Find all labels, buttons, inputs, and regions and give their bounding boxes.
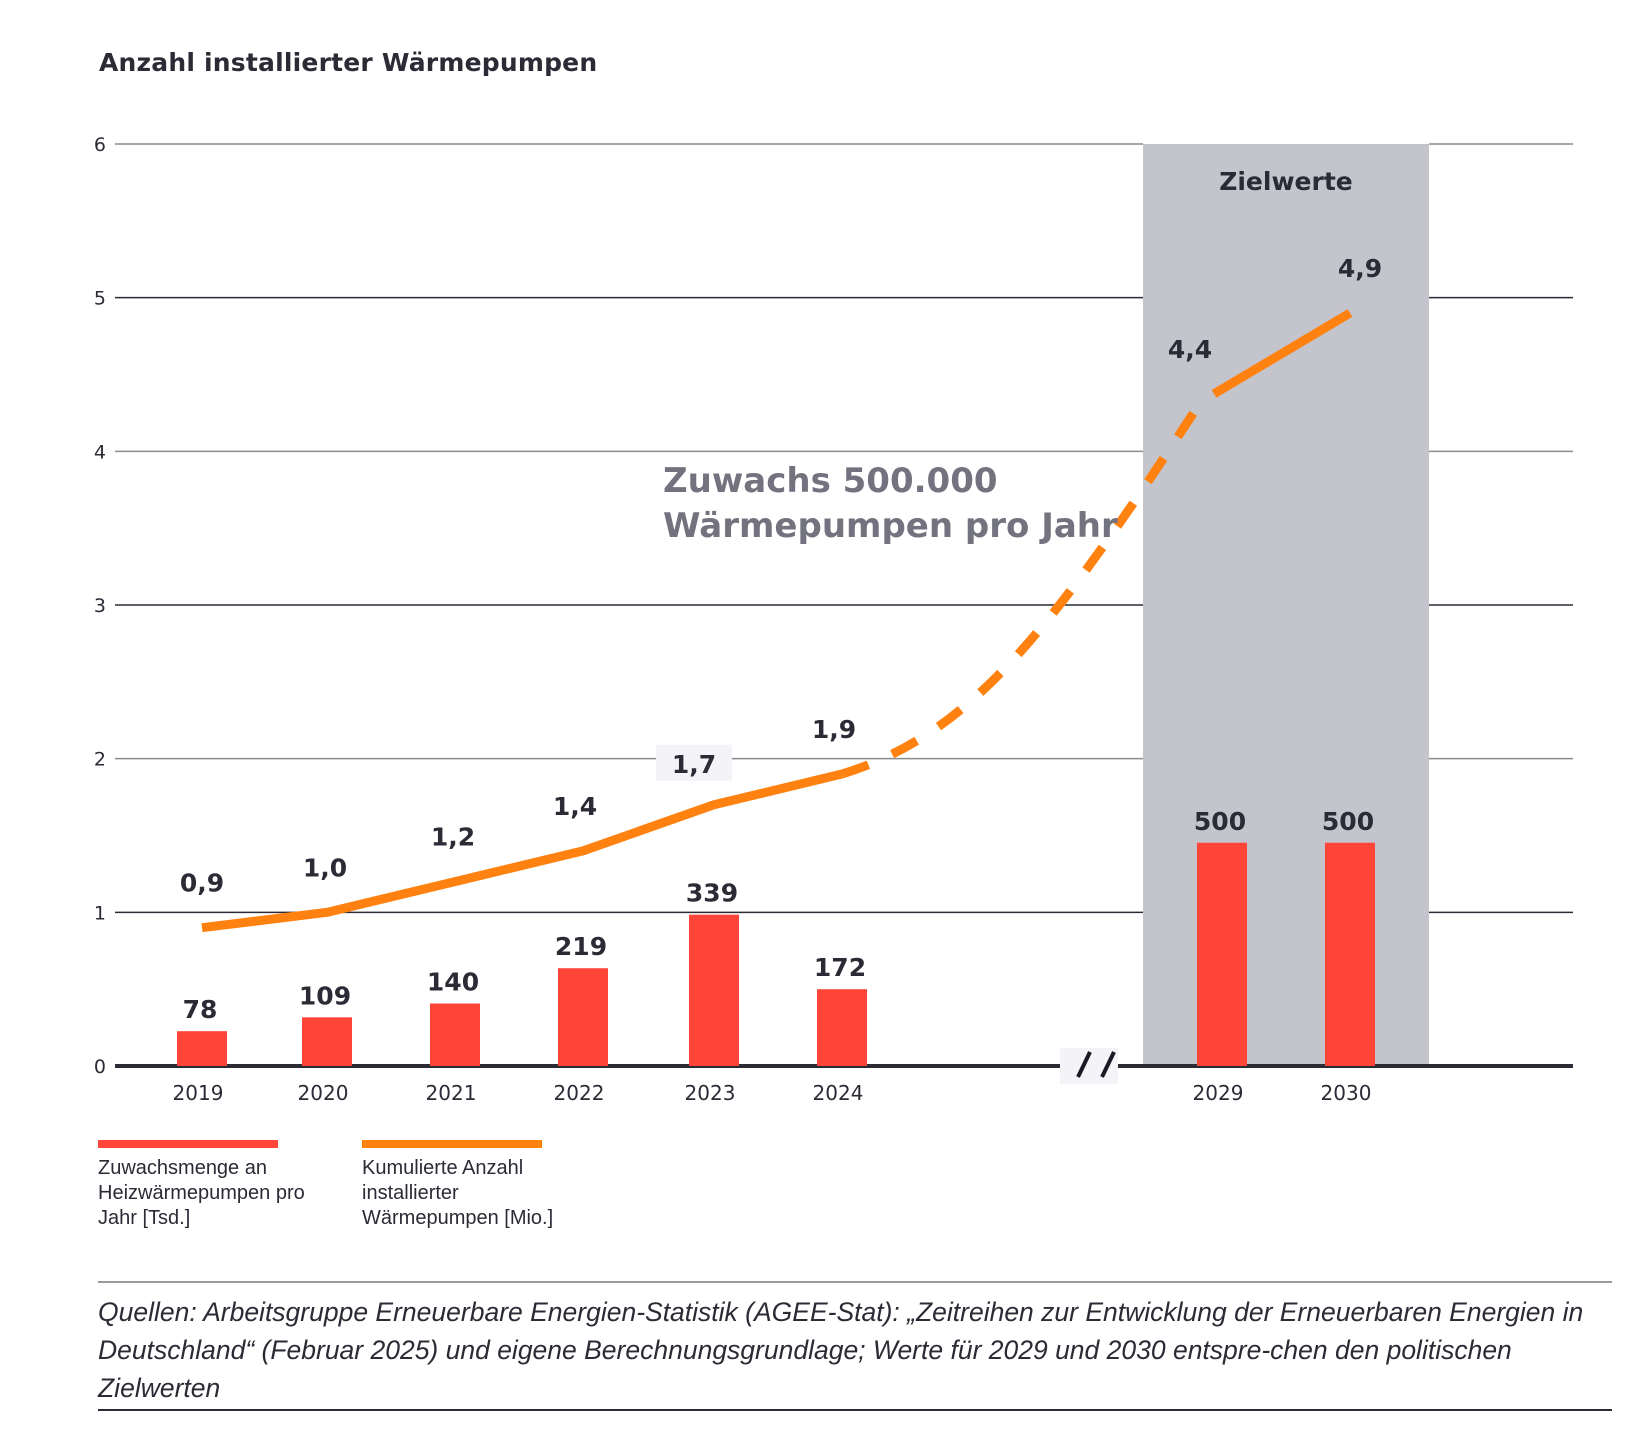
y-tick-label: 4 — [94, 441, 106, 463]
x-tick-label: 2020 — [298, 1081, 349, 1105]
line-value-label: 0,9 — [180, 869, 224, 898]
bar-value-label: 500 — [1194, 807, 1246, 836]
bar-2023 — [689, 914, 739, 1066]
y-tick-label: 0 — [94, 1056, 106, 1078]
x-tick-label: 2024 — [813, 1081, 864, 1105]
line-segment-projection — [840, 397, 1206, 779]
annotation-line-1: Zuwachs 500.000 — [663, 461, 998, 501]
annotation-line-2: Wärmepumpen pro Jahr — [663, 506, 1118, 546]
bar-2020 — [302, 1017, 352, 1066]
line-value-label: 1,4 — [553, 792, 597, 821]
bars-layer — [177, 842, 1375, 1066]
axis-break-icon — [1100, 1051, 1116, 1078]
source-note: Quellen: Arbeitsgruppe Erneuerbare Energ… — [98, 1281, 1612, 1411]
bar-2021 — [430, 1003, 480, 1066]
line-value-label: 4,4 — [1168, 335, 1212, 364]
y-tick-label: 5 — [94, 288, 106, 310]
chart-area: Zielwerte 0 1 2 3 4 5 6 78 109 140 219 339 172 500 500 2… — [94, 134, 1573, 1105]
target-region-label: Zielwerte — [1219, 167, 1353, 196]
bar-value-label: 172 — [814, 953, 866, 982]
target-region — [1143, 144, 1429, 1066]
bar-2022 — [558, 968, 608, 1066]
line-segment-target — [1211, 309, 1353, 398]
bar-value-label: 339 — [686, 879, 738, 908]
line-value-label: 1,7 — [672, 750, 716, 779]
chart-title: Anzahl installierter Wärmepumpen — [99, 48, 598, 77]
bar-2029 — [1197, 842, 1247, 1066]
line-value-label: 1,9 — [812, 715, 856, 744]
x-tick-label: 2021 — [426, 1081, 477, 1105]
bar-value-label: 500 — [1322, 807, 1374, 836]
bar-value-label: 219 — [555, 932, 607, 961]
legend-label-line: Kumulierte Anzahl installierter Wärmepum… — [362, 1157, 554, 1229]
line-value-label: 1,0 — [303, 853, 347, 882]
x-tick-label: 2022 — [554, 1081, 605, 1105]
legend-swatch-bars — [98, 1140, 278, 1148]
legend-swatch-line — [362, 1140, 542, 1148]
legend-item-bars: Zuwachsmenge an Heizwärmepumpen pro Jahr… — [98, 1140, 305, 1231]
line-value-label: 1,2 — [431, 823, 475, 852]
labels-layer: Zielwerte 0 1 2 3 4 5 6 78 109 140 219 339 172 500 500 2… — [94, 134, 1382, 1105]
x-tick-label: 2019 — [173, 1081, 224, 1105]
bar-value-label: 78 — [183, 995, 218, 1024]
bar-2024 — [817, 989, 867, 1066]
line-label-background — [656, 744, 732, 781]
bar-2019 — [177, 1031, 227, 1066]
x-tick-label: 2029 — [1193, 1081, 1244, 1105]
y-tick-label: 6 — [94, 134, 106, 156]
x-tick-label: 2023 — [685, 1081, 736, 1105]
legend-label-bars: Zuwachsmenge an Heizwärmepumpen pro Jahr… — [98, 1157, 305, 1229]
x-tick-label: 2030 — [1321, 1081, 1372, 1105]
target-region-layer — [1143, 144, 1429, 1066]
y-tick-label: 3 — [94, 595, 106, 617]
y-tick-label: 2 — [94, 749, 106, 771]
line-value-label: 4,9 — [1338, 254, 1382, 283]
bar-value-label: 140 — [427, 967, 479, 996]
legend-item-line: Kumulierte Anzahl installierter Wärmepum… — [362, 1140, 553, 1231]
axis-break-icon — [1076, 1051, 1092, 1078]
bar-2030 — [1325, 842, 1375, 1066]
line-segment-actual — [201, 769, 844, 933]
y-tick-label: 1 — [94, 902, 106, 924]
bar-value-label: 109 — [299, 981, 351, 1010]
line-layer — [201, 309, 1353, 933]
